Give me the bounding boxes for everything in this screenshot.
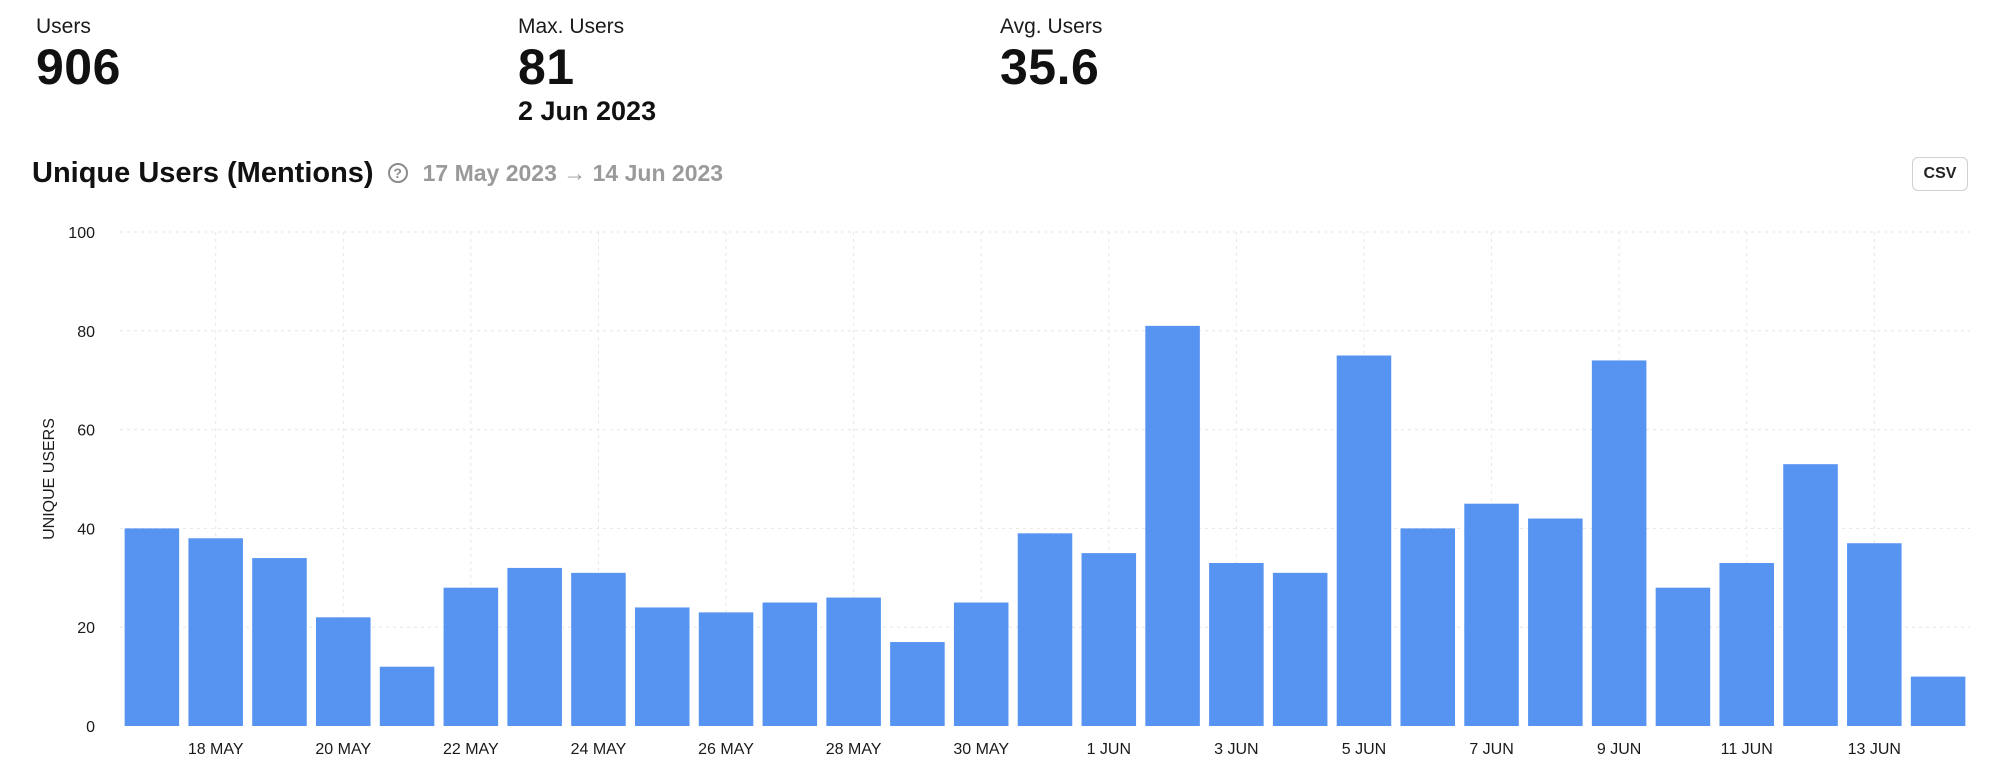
stat-max-users-date: 2 Jun 2023 [518,96,657,126]
bar[interactable]: 19 May: 34 [252,558,307,726]
bar[interactable]: 18 May: 38 [188,538,243,726]
bar[interactable]: 23 May: 32 [507,567,562,726]
date-range: 17 May 2023 → 14 Jun 2023 [422,159,724,186]
y-tick-label: 60 [77,423,95,440]
stat-users-value: 906 [36,39,121,95]
x-tick-label: 13 JUN [1848,741,1901,758]
x-tick-label: 22 MAY [443,741,499,758]
bar[interactable]: 30 May: 25 [953,602,1009,727]
chart-title: Unique Users (Mentions) [32,156,374,189]
x-tick-label: 5 JUN [1342,741,1386,758]
bar[interactable]: 28 May: 26 [826,597,881,726]
y-tick-label: 0 [86,719,95,736]
bar[interactable]: 10 Jun: 28 [1655,587,1711,726]
bar[interactable]: 1 Jun: 35 [1081,553,1137,726]
x-tick-label: 18 MAY [188,741,244,758]
x-tick-label: 7 JUN [1469,741,1513,758]
y-tick-label: 80 [77,324,95,341]
x-tick-label: 26 MAY [698,741,754,758]
stat-users-label: Users [36,15,91,38]
bar[interactable]: 25 May: 24 [634,607,690,726]
x-tick-label: 30 MAY [953,741,1009,758]
bar[interactable]: 17 May: 40 [124,528,180,726]
stat-avg-users: Avg. Users 35.6 [1000,14,1102,93]
question-circle-icon[interactable]: ? [387,163,408,183]
y-tick-label: 20 [77,620,95,637]
stat-avg-users-value: 35.6 [1000,39,1100,95]
bar[interactable]: 27 May: 25 [762,602,818,727]
x-tick-label: 3 JUN [1214,741,1258,758]
bar[interactable]: 4 Jun: 31 [1272,572,1328,726]
bar[interactable]: 2 Jun: 81 [1145,325,1200,726]
bar[interactable]: 22 May: 28 [443,587,499,726]
stat-max-users: Max. Users 81 2 Jun 2023 [518,14,656,126]
bar[interactable]: 5 Jun: 75 [1336,355,1392,727]
bar[interactable]: 14 Jun: 10 [1910,676,1966,726]
x-tick-label: 24 MAY [571,741,627,758]
x-tick-label: 28 MAY [826,741,882,758]
y-tick-label: 40 [77,521,95,538]
x-tick-label: 1 JUN [1087,741,1131,758]
bar[interactable]: 3 Jun: 33 [1209,562,1264,726]
bar[interactable]: 26 May: 23 [698,612,754,726]
x-tick-label: 20 MAY [315,741,371,758]
stat-max-users-value: 81 [518,39,575,95]
bar[interactable]: 29 May: 17 [890,642,945,726]
bar[interactable]: 6 Jun: 40 [1400,528,1456,726]
bar[interactable]: 21 May: 12 [379,666,435,726]
chart-bars: 17 May: 4018 May: 3819 May: 3420 May: 22… [124,325,1966,727]
x-axis-ticks: 18 MAY 20 MAY 22 MAY 24 MAY 26 MAY 28 MAY 30 M… [188,741,1901,758]
bar[interactable]: 24 May: 31 [571,572,626,726]
bar[interactable]: 11 Jun: 33 [1719,562,1774,726]
stat-avg-users-label: Avg. Users [1000,15,1103,38]
bar[interactable]: 9 Jun: 74 [1591,360,1647,726]
bar[interactable]: 7 Jun: 45 [1464,503,1519,726]
bar[interactable]: 12 Jun: 53 [1783,464,1838,726]
y-tick-label: 100 [68,225,95,242]
csv-export-button[interactable]: CSV [1912,157,1968,191]
stat-max-users-label: Max. Users [518,15,625,38]
chart-header: Unique Users (Mentions) ? 17 May 2023 → … [32,153,723,193]
bar[interactable]: 8 Jun: 42 [1528,518,1583,726]
bar[interactable]: 13 Jun: 37 [1847,543,1902,726]
x-tick-label: 9 JUN [1597,741,1641,758]
stat-users: Users 906 [36,14,121,93]
bar[interactable]: 31 May: 39 [1017,533,1073,726]
y-axis-ticks: 0 20 40 60 80 100 [68,225,95,736]
bar[interactable]: 20 May: 22 [316,617,371,726]
y-axis-title: UNIQUE USERS [41,418,58,540]
x-tick-label: 11 JUN [1721,741,1773,758]
